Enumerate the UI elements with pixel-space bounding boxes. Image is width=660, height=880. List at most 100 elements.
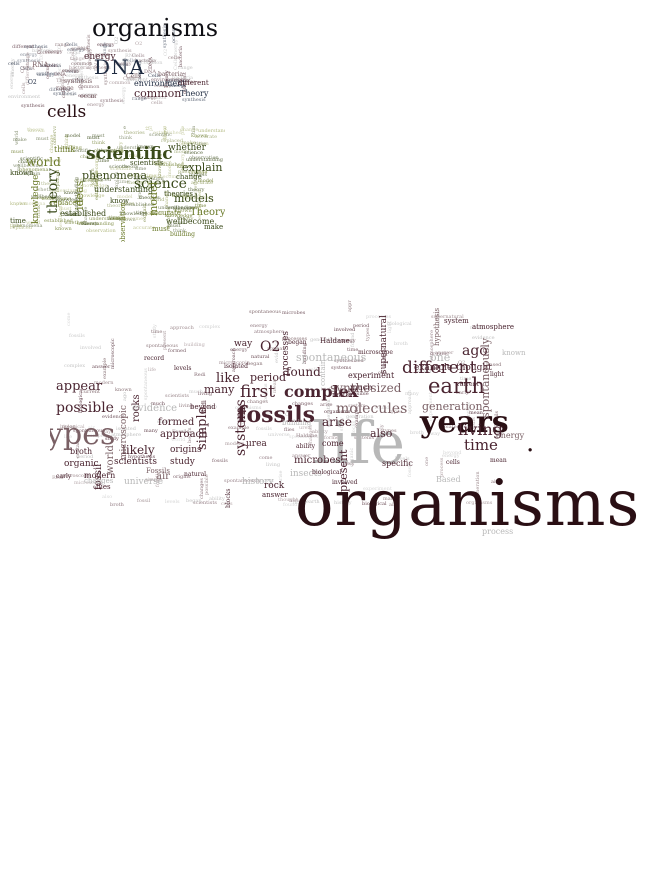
filler-word: Theory xyxy=(56,78,74,84)
period-dot: . xyxy=(526,428,535,458)
filler-word: fossil xyxy=(137,498,151,504)
word: evidence xyxy=(132,403,178,414)
filler-word: known xyxy=(10,201,27,207)
filler-word: O2 xyxy=(135,41,143,47)
filler-word: time xyxy=(135,166,147,172)
filler-word: period xyxy=(415,369,432,375)
filler-word: energy xyxy=(37,72,55,78)
filler-word: observation xyxy=(52,126,58,145)
filler-word: earth xyxy=(306,499,320,505)
filler-word: known xyxy=(119,217,136,223)
filler-word: RNA xyxy=(125,53,137,59)
filler-word: bacteria xyxy=(69,65,90,71)
filler-word: known xyxy=(173,206,190,212)
filler-word: think xyxy=(173,228,187,234)
filler-word: ability xyxy=(209,496,225,502)
word: microscope xyxy=(358,349,393,356)
filler-word: involved xyxy=(80,345,102,351)
filler-word: mean xyxy=(469,410,483,416)
filler-word: phenomena xyxy=(16,201,46,207)
filler-word: complex xyxy=(64,363,86,369)
filler-word: know xyxy=(129,173,143,179)
filler-word: must xyxy=(92,133,105,139)
filler-word: scientists xyxy=(193,500,217,506)
filler-word: common xyxy=(37,50,59,56)
word: scientists xyxy=(130,159,164,167)
filler-word: common xyxy=(145,95,167,101)
filler-word: processes xyxy=(282,336,308,342)
word: Theory xyxy=(190,207,225,218)
filler-word: common xyxy=(71,61,93,67)
filler-word: began xyxy=(247,361,263,367)
filler-word: biological xyxy=(387,321,412,327)
filler-word: energy xyxy=(442,453,460,459)
filler-word: known xyxy=(115,387,132,393)
filler-word: present xyxy=(162,330,168,350)
word: come xyxy=(322,439,344,448)
word: replaced xyxy=(50,199,81,207)
word: natural xyxy=(184,471,207,478)
filler-word: theory xyxy=(122,164,139,170)
filler-word: broth xyxy=(394,341,408,347)
word: scientific xyxy=(86,144,173,164)
filler-word: energy xyxy=(169,83,187,89)
filler-word: theories xyxy=(139,195,160,201)
word: think xyxy=(54,145,75,154)
filler-word: known xyxy=(28,128,45,134)
filler-word: knowledge xyxy=(120,211,148,217)
filler-word: biological xyxy=(60,424,85,430)
filler-word: Cells xyxy=(20,66,33,72)
filler-word: also xyxy=(207,404,218,410)
filler-word: DNA xyxy=(54,72,66,78)
filler-word: observation xyxy=(94,148,124,154)
filler-word: biological xyxy=(362,501,387,507)
filler-word: bacteria xyxy=(32,48,53,54)
filler-word: Cells xyxy=(148,73,161,79)
filler-word: types xyxy=(365,327,371,341)
filler-word: way xyxy=(101,429,112,435)
filler-word: organisms xyxy=(324,409,351,415)
filler-word: formed xyxy=(324,435,343,441)
word: know xyxy=(110,197,129,205)
filler-word: cells xyxy=(8,61,20,67)
word: specific xyxy=(382,459,413,468)
filler-word: established xyxy=(183,195,212,201)
word: explain xyxy=(182,161,223,174)
filler-word: one xyxy=(424,456,430,466)
filler-word: origins xyxy=(173,474,191,480)
filler-word: processes xyxy=(366,314,392,320)
word: current xyxy=(456,381,479,388)
filler-word: scientific xyxy=(110,166,133,172)
filler-word: fossils xyxy=(212,458,228,464)
word: universe xyxy=(124,477,164,487)
filler-word: current xyxy=(81,389,100,395)
filler-word: time xyxy=(347,347,359,353)
word: time xyxy=(464,436,498,454)
filler-word: energy xyxy=(71,46,89,52)
filler-word: wellbecome xyxy=(167,205,198,211)
filler-word: scientific xyxy=(149,132,172,138)
filler-word: spontaneous xyxy=(146,343,178,349)
filler-word: must xyxy=(173,220,186,226)
filler-word: different xyxy=(12,44,34,50)
word: different xyxy=(402,358,477,378)
filler-word: knowledge xyxy=(56,197,84,203)
word: study xyxy=(170,457,195,467)
filler-word: Redi xyxy=(194,372,206,378)
filler-word: occur xyxy=(95,52,110,58)
filler-word: range xyxy=(70,56,85,62)
word: mean xyxy=(490,457,507,464)
word: building xyxy=(282,419,312,427)
word: cells xyxy=(47,102,87,122)
filler-word: cells xyxy=(100,43,112,49)
filler-word: spontaneous xyxy=(289,434,321,440)
word: O2 xyxy=(260,339,281,355)
filler-word: experiment xyxy=(363,486,392,492)
word: wellbecome xyxy=(166,217,215,226)
word: thought xyxy=(456,363,492,373)
word: approach xyxy=(160,429,208,440)
filler-word: think xyxy=(92,140,106,146)
filler-word: cells xyxy=(151,100,163,106)
word: record xyxy=(144,355,165,362)
